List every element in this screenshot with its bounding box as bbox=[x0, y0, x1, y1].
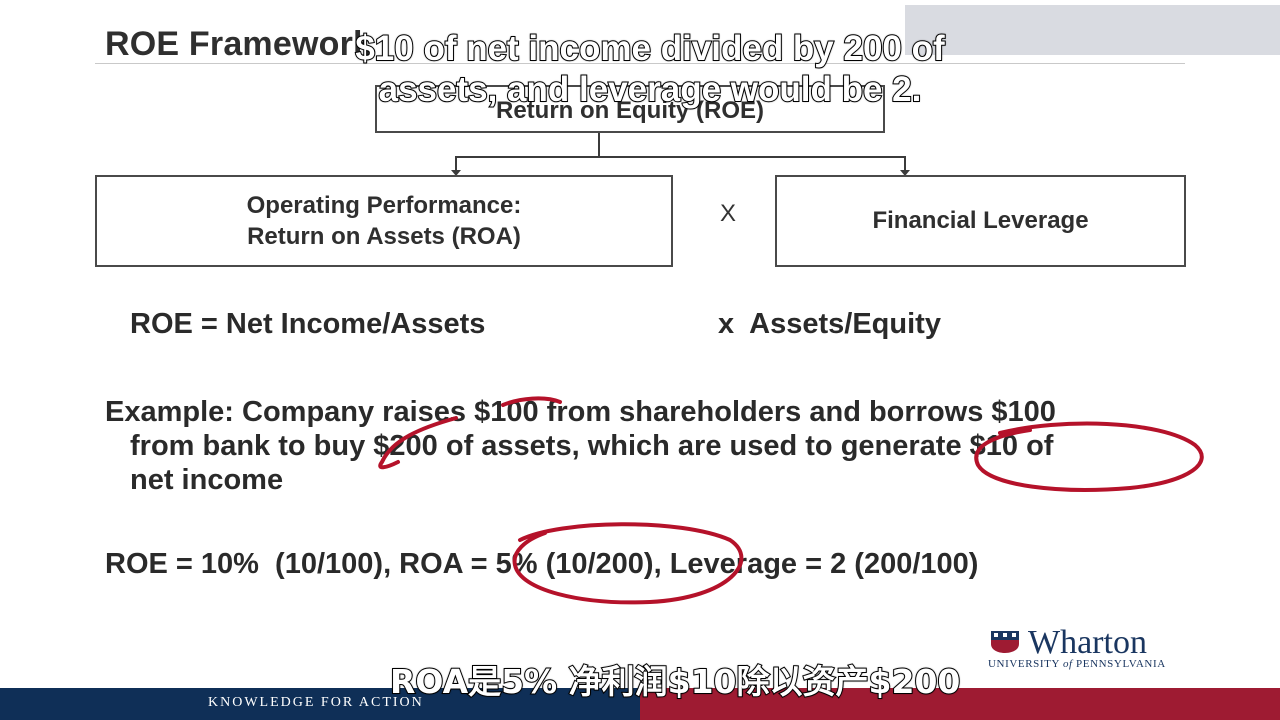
example-line3: net income bbox=[130, 464, 284, 496]
footer-bar-crimson bbox=[640, 688, 1280, 720]
logo-sub-suffix: PENNSYLVANIA bbox=[1072, 658, 1166, 670]
roe-box-label: Return on Equity (ROE) bbox=[496, 97, 764, 124]
roe-box: Return on Equity (ROE) bbox=[375, 85, 885, 133]
connector-left-drop bbox=[455, 156, 457, 172]
leverage-box: Financial Leverage bbox=[775, 175, 1186, 267]
example-paragraph: Example: Company raises $100 from shareh… bbox=[105, 395, 1185, 497]
logo-sub-prefix: UNIVERSITY bbox=[988, 658, 1063, 670]
example-line2: from bank to buy $200 of assets, which a… bbox=[130, 430, 1054, 462]
logo-sub-of: of bbox=[1062, 658, 1073, 670]
footer-bar-navy bbox=[0, 688, 640, 720]
subtitle-english: $10 of net income divided by 200 of asse… bbox=[330, 28, 970, 110]
ratio-calculation: ROE = 10% (10/100), ROA = 5% (10/200), L… bbox=[105, 548, 979, 580]
title-divider bbox=[95, 63, 1185, 64]
subtitle-english-line2: assets, and leverage would be 2. bbox=[378, 69, 923, 110]
leverage-box-label: Financial Leverage bbox=[872, 207, 1089, 234]
formula-roa: ROE = Net Income/Assets bbox=[130, 308, 486, 340]
subtitle-chinese: ROA是5% 净利润$10除以资产$200 bbox=[389, 661, 961, 702]
connector-right-drop bbox=[904, 156, 906, 172]
footer-tagline: KNOWLEDGE FOR ACTION bbox=[208, 695, 424, 710]
roa-box-line1: Operating Performance: bbox=[246, 191, 522, 219]
logo-wordmark: Wharton bbox=[1028, 624, 1147, 661]
subtitle-english-line1: $10 of net income divided by 200 of bbox=[354, 28, 945, 69]
wharton-logo: Wharton UNIVERSITY of PENNSYLVANIA bbox=[988, 624, 1188, 673]
roa-box-line2: Return on Assets (ROA) bbox=[247, 223, 521, 250]
multiply-sign: X bbox=[720, 200, 737, 227]
top-gray-bar bbox=[905, 5, 1280, 55]
connector-vertical-top bbox=[598, 133, 600, 157]
slide-title: ROE Framework bbox=[105, 25, 373, 63]
example-line1: Example: Company raises $100 from shareh… bbox=[105, 396, 1056, 428]
penn-shield-icon bbox=[991, 631, 1019, 653]
logo-subtitle: UNIVERSITY of PENNSYLVANIA bbox=[988, 658, 1166, 670]
formula-leverage: x Assets/Equity bbox=[718, 308, 941, 340]
connector-horizontal bbox=[455, 156, 906, 158]
roa-box: Operating Performance: Return on Assets … bbox=[95, 175, 673, 267]
